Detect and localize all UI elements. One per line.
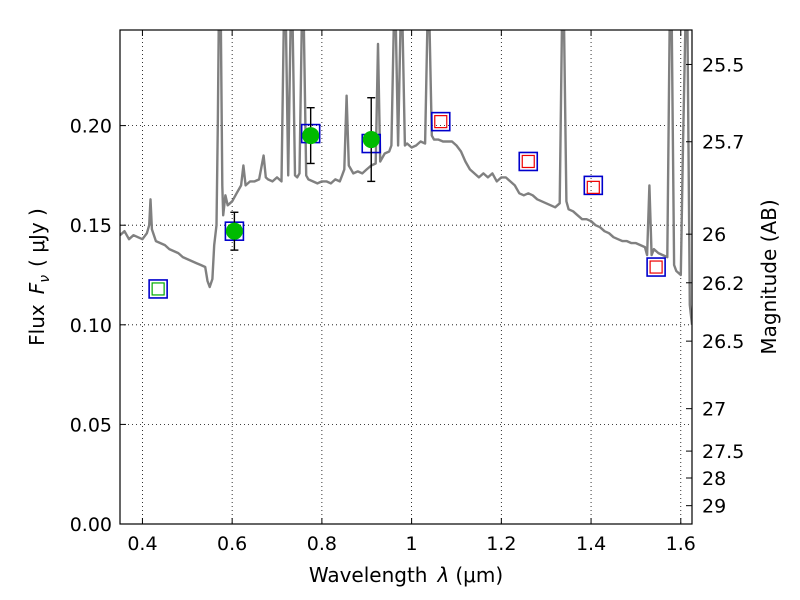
photometry-limit-square: [434, 115, 448, 129]
observed-flux-point: [225, 222, 243, 240]
photometry-markers: [148, 97, 666, 299]
y2-tick-label: 26.2: [702, 273, 744, 295]
axis-ticks: 0.4 0.6 0.8 1 1.2 1.4 1.6 0.00 0.05 0.10 0.15 0.20 2…: [70, 30, 744, 555]
photometry-limit-square: [586, 180, 600, 194]
right-axis-label: Magnitude (AB): [757, 199, 781, 354]
y2-tick-label: 28: [702, 468, 726, 490]
model-photometry-square: [148, 279, 168, 299]
y2-tick-label: 25.7: [702, 132, 744, 154]
model-photometry-square: [518, 151, 539, 172]
x-tick-label: 0.6: [217, 533, 247, 555]
observed-flux-point: [362, 131, 380, 149]
photometry-limit-square: [151, 282, 165, 296]
y2-tick-label: 25.5: [702, 54, 744, 76]
model-photometry-square: [646, 257, 666, 277]
x-tick-label: 1.2: [486, 533, 516, 555]
y-tick-label: 0.10: [70, 315, 112, 337]
y2-tick-label: 26.5: [702, 331, 744, 353]
y-axis-label: FluxFν( μJy ): [25, 208, 53, 346]
model-photometry-square: [430, 111, 451, 132]
model-spectrum-layer: [120, 30, 692, 325]
y2-tick-label: 26: [702, 224, 726, 246]
y-tick-label: 0.20: [70, 116, 112, 138]
photometry-limit-square: [521, 154, 535, 169]
y-tick-label: 0.05: [70, 414, 112, 436]
x-tick-label: 1.4: [576, 533, 606, 555]
x-tick-label: 0.4: [127, 533, 157, 555]
y2-tick-label: 27: [702, 399, 726, 421]
y2-tick-label: 29: [702, 496, 726, 518]
x-tick-label: 1.6: [666, 533, 696, 555]
observed-flux-point: [302, 127, 320, 145]
y-tick-label: 0.00: [70, 514, 112, 536]
photometry-limit-square: [649, 260, 663, 274]
x-tick-label: 0.8: [307, 533, 337, 555]
model-spectrum-line: [120, 30, 692, 325]
x-axis-label: Wavelength λ (μm): [309, 563, 503, 587]
model-photometry-square: [583, 175, 604, 196]
y2-tick-label: 27.5: [702, 441, 744, 463]
x-tick-label: 1: [406, 533, 418, 555]
plot-frame: [119, 29, 693, 525]
y-tick-label: 0.15: [70, 215, 112, 237]
